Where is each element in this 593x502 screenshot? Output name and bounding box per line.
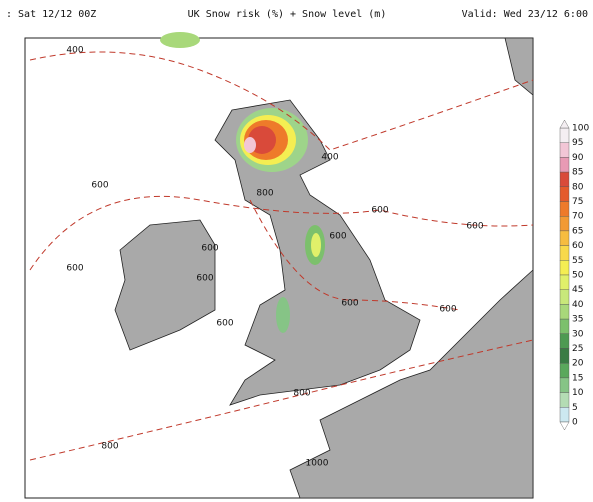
legend-label: 95: [572, 138, 583, 148]
contour-label: 800: [256, 189, 273, 199]
legend-label: 65: [572, 226, 583, 236]
contour: [29, 339, 534, 461]
risk-area: [160, 32, 200, 48]
legend-swatch: [559, 333, 570, 349]
legend-label: 45: [572, 285, 583, 295]
legend-swatch: [559, 215, 570, 232]
legend-swatch: [559, 392, 570, 408]
legend-swatch: [559, 304, 570, 320]
contour-label: 600: [216, 319, 233, 329]
contour-label: 400: [321, 153, 338, 163]
legend-swatch: [559, 348, 570, 364]
legend-swatch: [559, 142, 570, 158]
legend-cap: [559, 421, 570, 431]
legend-label: 90: [572, 153, 584, 163]
legend-swatch: [559, 377, 570, 393]
legend-swatch: [559, 363, 570, 379]
legend-label: 10: [572, 388, 584, 398]
ireland: [114, 219, 216, 351]
legend-swatch: [559, 230, 570, 246]
norway-tip: [504, 37, 534, 96]
contour-label: 800: [101, 442, 118, 452]
risk-area: [311, 233, 321, 257]
risk-area: [244, 137, 256, 153]
snow-risk: [160, 32, 325, 333]
legend-swatch: [559, 245, 570, 261]
legend-label: 25: [572, 344, 583, 354]
contour: [29, 51, 534, 151]
legend-label: 85: [572, 168, 583, 178]
legend-label: 35: [572, 315, 583, 325]
legend-label: 60: [572, 241, 584, 251]
legend-label: 100: [572, 124, 589, 134]
legend-label: 30: [572, 329, 584, 339]
contour-label: 600: [66, 264, 83, 274]
legend-label: 20: [572, 359, 584, 369]
contour: [249, 199, 461, 311]
legend-label: 75: [572, 197, 583, 207]
contour-label: 600: [439, 305, 456, 315]
legend-swatch: [559, 157, 570, 173]
legend-swatch: [559, 171, 570, 188]
contour-label: 800: [293, 389, 310, 399]
legend-label: 50: [572, 271, 584, 281]
contour-labels: 400 400 600 600 600 600 600 600 600 600 600 600 800 8…: [66, 46, 483, 469]
contour-label: 1000: [306, 459, 329, 469]
contour-label: 600: [329, 232, 346, 242]
legend-swatch: [559, 274, 570, 290]
contour: [29, 195, 534, 271]
legend-swatch: [559, 127, 570, 143]
contour-label: 600: [466, 222, 483, 232]
legend-label: 5: [572, 403, 578, 413]
contour-label: 600: [91, 181, 108, 191]
legend-swatch: [559, 201, 570, 217]
legend-swatch: [559, 289, 570, 305]
legend-label: 0: [572, 418, 578, 428]
legend-swatch: [559, 318, 570, 335]
legend-cap: [559, 119, 570, 129]
legend-label: 15: [572, 373, 583, 383]
legend-swatch: [559, 407, 570, 423]
contour-label: 600: [341, 299, 358, 309]
contour-label: 600: [196, 274, 213, 284]
contour-label: 600: [371, 206, 388, 216]
run-time: : Sat 12/12 00Z: [6, 9, 96, 20]
contour-label: 400: [66, 46, 83, 56]
legend-label: 40: [572, 300, 584, 310]
legend-label: 80: [572, 182, 584, 192]
valid-time: Valid: Wed 23/12 6:00: [462, 9, 588, 20]
snow-level-contours: [29, 51, 534, 461]
legend-swatch: [559, 186, 570, 202]
risk-area: [276, 297, 290, 333]
legend-swatch: [559, 260, 570, 276]
legend: 1009590858075706560555045403530252015105…: [559, 119, 589, 431]
legend-label: 70: [572, 212, 584, 222]
legend-label: 55: [572, 256, 583, 266]
contour-label: 600: [201, 244, 218, 254]
continent: [289, 269, 534, 499]
map-title: UK Snow risk (%) + Snow level (m): [188, 9, 387, 20]
